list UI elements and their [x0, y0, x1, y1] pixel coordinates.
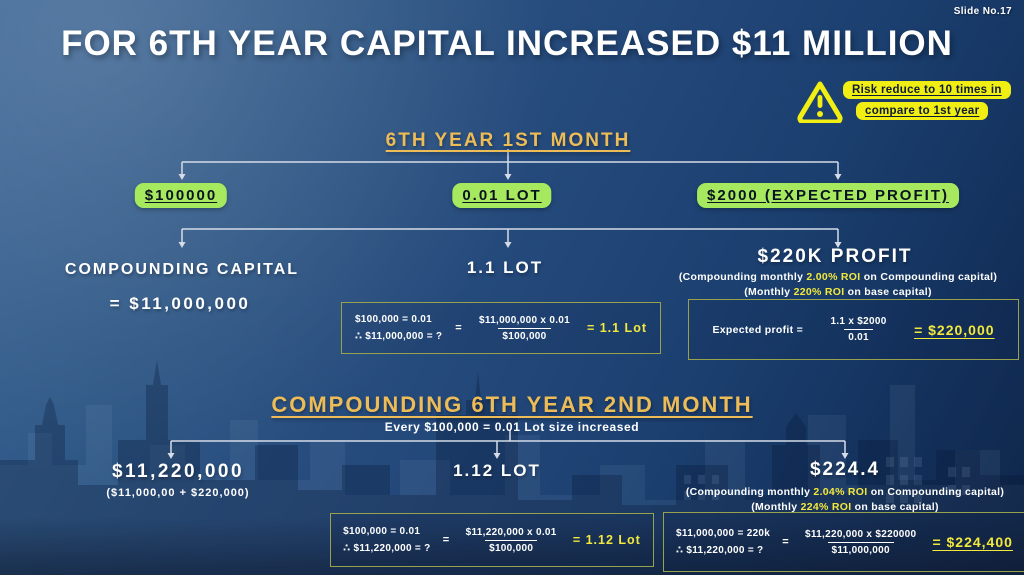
- fraction-denominator: $11,000,000: [827, 541, 894, 556]
- month2-profit-label: $224.4: [809, 459, 881, 480]
- calc-line: $100,000 = 0.01: [343, 526, 421, 537]
- fraction-numerator: $11,220,000 x $220000: [804, 528, 917, 540]
- note-text: on Compounding capital): [867, 486, 1005, 498]
- month1-node-expected-profit: $2000 (EXPECTED PROFIT): [697, 183, 959, 208]
- month1-node-lot: 0.01 LOT: [452, 183, 552, 208]
- month2-lot-label: 1.12 LOT: [453, 461, 541, 480]
- note-text: (Compounding monthly: [678, 271, 807, 283]
- warning-icon: [797, 81, 843, 123]
- month2-heading: COMPOUNDING 6TH YEAR 2ND MONTH: [271, 392, 753, 417]
- month2-lot-calculation-box: $100,000 = 0.01 ∴ $11,220,000 = ? = $11,…: [330, 513, 654, 567]
- equals-sign: =: [455, 322, 463, 334]
- equals-sign: =: [442, 534, 450, 546]
- fraction-numerator: $11,220,000 x 0.01: [465, 526, 557, 538]
- month2-capital-sub: ($11,000,00 + $220,000): [106, 487, 250, 499]
- calc-given: $100,000 = 0.01 ∴ $11,000,000 = ?: [355, 311, 442, 345]
- month1-roi-note-base: (Monthly 220% ROI on base capital): [744, 286, 932, 298]
- fraction: $11,220,000 x 0.01 $100,000: [462, 527, 561, 554]
- month2-roi-note-base: (Monthly 224% ROI on base capital): [751, 501, 939, 513]
- calc-result: = 1.1 Lot: [586, 321, 647, 335]
- slide-title: FOR 6TH YEAR CAPITAL INCREASED $11 MILLI…: [61, 24, 953, 63]
- roi-highlight: 2.04% ROI: [813, 486, 868, 498]
- fraction: $11,220,000 x $220000 $11,000,000: [801, 529, 920, 556]
- month1-heading: 6TH YEAR 1ST MONTH: [385, 130, 631, 151]
- calc-line: ∴ $11,220,000 = ?: [676, 545, 764, 556]
- month1-capital-label: COMPOUNDING CAPITAL: [64, 261, 300, 278]
- calc-line: ∴ $11,000,000 = ?: [354, 331, 443, 342]
- month2-subheading: Every $100,000 = 0.01 Lot size increased: [384, 420, 640, 434]
- risk-note-line1: Risk reduce to 10 times in: [843, 81, 1011, 99]
- calc-result: = $220,000: [914, 321, 995, 338]
- month1-profit-calculation-box: Expected profit = 1.1 x $2000 0.01 = $22…: [688, 299, 1019, 360]
- roi-highlight: 220% ROI: [793, 286, 845, 298]
- slide-number: Slide No.17: [953, 6, 1012, 17]
- note-text: on base capital): [851, 501, 939, 513]
- note-text: (Monthly: [744, 286, 794, 298]
- fraction-numerator: 1.1 x $2000: [830, 316, 887, 327]
- calc-line: ∴ $11,220,000 = ?: [343, 543, 431, 554]
- calc-line: $100,000 = 0.01: [354, 314, 433, 325]
- note-text: on base capital): [844, 286, 932, 298]
- note-text: on Compounding capital): [860, 271, 998, 283]
- fraction-numerator: $11,000,000 x 0.01: [478, 314, 570, 326]
- calc-line: $11,000,000 = 220k: [676, 528, 771, 539]
- calc-result: = 1.12 Lot: [572, 533, 641, 547]
- month2-profit-calculation-box: $11,000,000 = 220k ∴ $11,220,000 = ? = $…: [663, 512, 1024, 572]
- fraction-denominator: $100,000: [498, 327, 551, 342]
- month2-capital-label: $11,220,000: [111, 461, 245, 482]
- fraction: 1.1 x $2000 0.01: [826, 316, 890, 343]
- roi-highlight: 2.00% ROI: [806, 271, 861, 283]
- month1-profit-label: $220K PROFIT: [757, 246, 913, 267]
- calc-given: $100,000 = 0.01 ∴ $11,220,000 = ?: [343, 523, 430, 557]
- fraction: $11,000,000 x 0.01 $100,000: [475, 315, 574, 342]
- calc-result: = $224,400: [932, 534, 1013, 550]
- calc-label: Expected profit =: [712, 323, 804, 336]
- calc-given: $11,000,000 = 220k ∴ $11,220,000 = ?: [676, 525, 770, 559]
- month1-lot-label: 1.1 LOT: [466, 258, 544, 277]
- note-text: (Monthly: [751, 501, 801, 513]
- note-text: (Compounding monthly: [685, 486, 814, 498]
- month1-capital-value: = $11,000,000: [109, 294, 251, 313]
- fraction-denominator: $100,000: [485, 539, 538, 554]
- risk-note-line2: compare to 1st year: [856, 102, 989, 120]
- equals-sign: =: [782, 536, 789, 548]
- month1-lot-calculation-box: $100,000 = 0.01 ∴ $11,000,000 = ? = $11,…: [341, 302, 661, 354]
- month1-node-capital: $100000: [134, 183, 228, 208]
- month1-roi-note-compounding: (Compounding monthly 2.00% ROI on Compou…: [679, 271, 997, 283]
- fraction-denominator: 0.01: [844, 329, 873, 343]
- roi-highlight: 224% ROI: [800, 501, 852, 513]
- month2-roi-note-compounding: (Compounding monthly 2.04% ROI on Compou…: [686, 486, 1004, 498]
